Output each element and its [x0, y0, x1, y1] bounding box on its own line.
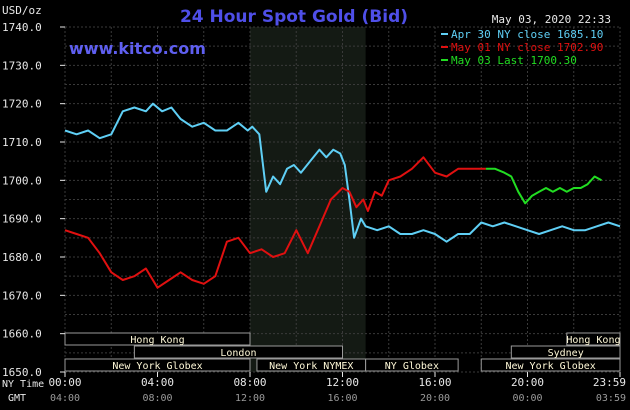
- session-label: New York NYMEX: [269, 361, 353, 372]
- y-tick-label: 1690.0: [2, 213, 42, 226]
- y-tick-label: 1720.0: [2, 98, 42, 111]
- session-label: Sydney: [548, 348, 584, 359]
- y-tick-label: 1730.0: [2, 59, 42, 72]
- session-bar: [510, 345, 621, 359]
- session-label: Hong Kong: [130, 335, 184, 346]
- series-line-0: [64, 102, 621, 243]
- x-tick-label-ny: 00:00: [48, 376, 81, 389]
- y-tick-label: 1650.0: [2, 366, 42, 379]
- session-label: Hong Kong: [566, 335, 620, 346]
- chart-title: 24 Hour Spot Gold (Bid): [180, 7, 408, 27]
- y-tick-label: 1680.0: [2, 251, 42, 264]
- session-bar: [64, 358, 251, 372]
- x-tick-label-gmt: 03:59: [596, 393, 626, 404]
- y-tick-label: 1670.0: [2, 289, 42, 302]
- x-tick-label-ny: 08:00: [233, 376, 266, 389]
- price-series-lines: [64, 102, 621, 289]
- legend-label-may03: May 03 Last 1700.30: [451, 54, 577, 67]
- session-label: NY Globex: [385, 361, 439, 372]
- session-bar: [64, 332, 251, 346]
- website-label: www.kitco.com: [69, 39, 206, 58]
- x-tick-label-gmt: 20:00: [420, 393, 450, 404]
- legend-label-may01: May 01 NY close 1702.90: [451, 41, 603, 54]
- x-tick-label-ny: 12:00: [326, 376, 359, 389]
- session-label: New York Globex: [505, 361, 595, 372]
- x-tick-label-gmt: 00:00: [512, 393, 542, 404]
- x-axis-row-label-gmt: GMT: [8, 393, 26, 404]
- x-tick-label-ny: 20:00: [511, 376, 544, 389]
- y-axis-label: USD/oz: [2, 4, 42, 17]
- x-tick-label-gmt: 04:00: [50, 393, 80, 404]
- y-tick-label: 1710.0: [2, 136, 42, 149]
- legend: Apr 30 NY close 1685.10 May 01 NY close …: [441, 28, 603, 67]
- market-session-bars: Hong Kong London New York Globex New York N…: [64, 332, 621, 372]
- series-line-1: [64, 156, 486, 289]
- y-tick-label: 1660.0: [2, 328, 42, 341]
- session-label: New York Globex: [112, 361, 202, 372]
- nymex-session-shading: [250, 27, 366, 372]
- x-tick-label-ny: 16:00: [418, 376, 451, 389]
- x-tick-label-ny: 23:59: [593, 376, 626, 389]
- x-axis-row-label-ny: NY Time: [2, 379, 44, 390]
- x-axis-ticks: 00:00 04:00 04:00 08:00 08:00 12:00 12:00 16:00…: [48, 372, 626, 404]
- x-tick-label-ny: 04:00: [141, 376, 174, 389]
- session-label: London: [220, 348, 256, 359]
- x-tick-label-gmt: 16:00: [327, 393, 357, 404]
- session-bar: [566, 332, 621, 346]
- series-line-2: [485, 167, 602, 205]
- session-bar: [365, 358, 459, 372]
- session-bar: [133, 345, 343, 359]
- timestamp: May 03, 2020 22:33: [492, 13, 611, 26]
- y-axis-ticks: 1740.0 1730.0 1720.0 1710.0 1700.0 1690.0 1680…: [2, 21, 65, 379]
- x-tick-label-gmt: 08:00: [142, 393, 172, 404]
- session-bar: [480, 358, 621, 372]
- y-tick-label: 1700.0: [2, 174, 42, 187]
- y-tick-label: 1740.0: [2, 21, 42, 34]
- legend-label-apr30: Apr 30 NY close 1685.10: [451, 28, 603, 41]
- x-tick-label-gmt: 12:00: [235, 393, 265, 404]
